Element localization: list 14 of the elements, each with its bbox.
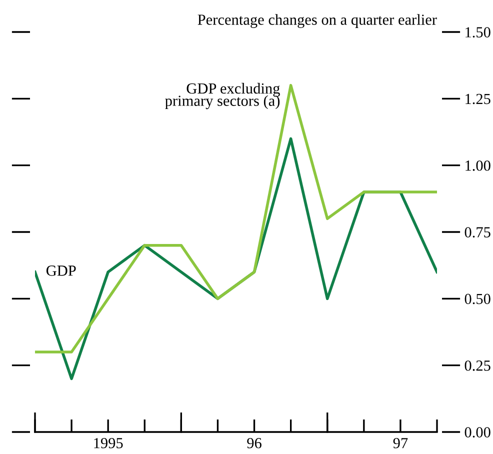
y-tick-label: 0.00 <box>464 427 490 438</box>
y-tick-label: 1.25 <box>466 94 490 104</box>
line-series <box>35 84 437 354</box>
x-tick-label: 1995 <box>94 438 123 448</box>
y-tick-label: 1.00 <box>466 160 490 171</box>
series-label: GDP excluding primary sectors (a) <box>165 82 280 110</box>
x-tick-label: 96 <box>247 438 262 448</box>
y-tick-label: 0.50 <box>464 294 490 304</box>
y-tick-label: 0.75 <box>464 227 490 238</box>
y-tick-label: 1.50 <box>466 27 490 38</box>
y-axis-title: Percentage changes on a quarter earlier <box>198 14 437 28</box>
series-label: GDP <box>46 266 76 276</box>
y-tick-label: 0.25 <box>464 360 490 371</box>
x-tick-label: 97 <box>393 438 408 448</box>
